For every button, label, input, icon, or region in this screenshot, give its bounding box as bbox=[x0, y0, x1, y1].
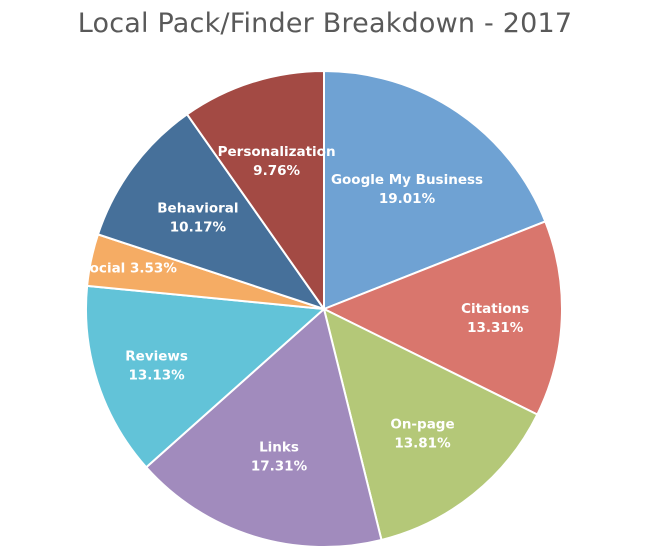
slice-value: 13.81% bbox=[394, 435, 451, 451]
slice-label-personalization: Personalization 9.76% bbox=[218, 144, 336, 179]
slice-label-citations: Citations 13.31% bbox=[461, 301, 529, 336]
slice-label-google-my-business: Google My Business 19.01% bbox=[331, 172, 483, 207]
pie-slice-links bbox=[145, 308, 383, 548]
slice-value: 3.53% bbox=[125, 261, 177, 277]
slice-value: 17.31% bbox=[251, 459, 308, 475]
slice-label-reviews: Reviews 13.13% bbox=[125, 349, 188, 384]
slice-value: 10.17% bbox=[170, 219, 227, 235]
pie-slice-google-my-business bbox=[323, 70, 547, 310]
pie-slice-citations bbox=[323, 220, 563, 416]
pie-slices bbox=[85, 70, 563, 548]
slice-name: On-page bbox=[390, 416, 454, 432]
chart-title: Local Pack/Finder Breakdown - 2017 bbox=[77, 8, 573, 39]
pie-slice-behavioral bbox=[97, 113, 325, 310]
slice-label-social: Social 3.53% bbox=[80, 261, 177, 277]
slice-name: Behavioral bbox=[157, 200, 238, 216]
slice-label-on-page: On-page 13.81% bbox=[390, 416, 454, 451]
slice-label-links: Links 17.31% bbox=[251, 440, 308, 475]
pie-slice-personalization bbox=[186, 70, 325, 310]
pie-slice-reviews bbox=[85, 284, 325, 469]
slice-name: Social bbox=[80, 261, 125, 277]
slice-value: 13.13% bbox=[128, 368, 185, 384]
slice-value: 13.31% bbox=[467, 320, 524, 336]
slice-name: Links bbox=[259, 440, 299, 456]
slice-value: 19.01% bbox=[379, 191, 436, 207]
slice-value: 9.76% bbox=[253, 163, 300, 179]
pie-slice-on-page bbox=[323, 308, 539, 541]
pie-labels: Google My Business 19.01% Citations 13.31% O… bbox=[80, 144, 529, 474]
slice-name: Reviews bbox=[125, 349, 188, 365]
slice-name: Google My Business bbox=[331, 172, 483, 188]
slice-label-behavioral: Behavioral 10.17% bbox=[157, 200, 238, 235]
slice-name: Citations bbox=[461, 301, 529, 317]
slice-name: Personalization bbox=[218, 144, 336, 160]
